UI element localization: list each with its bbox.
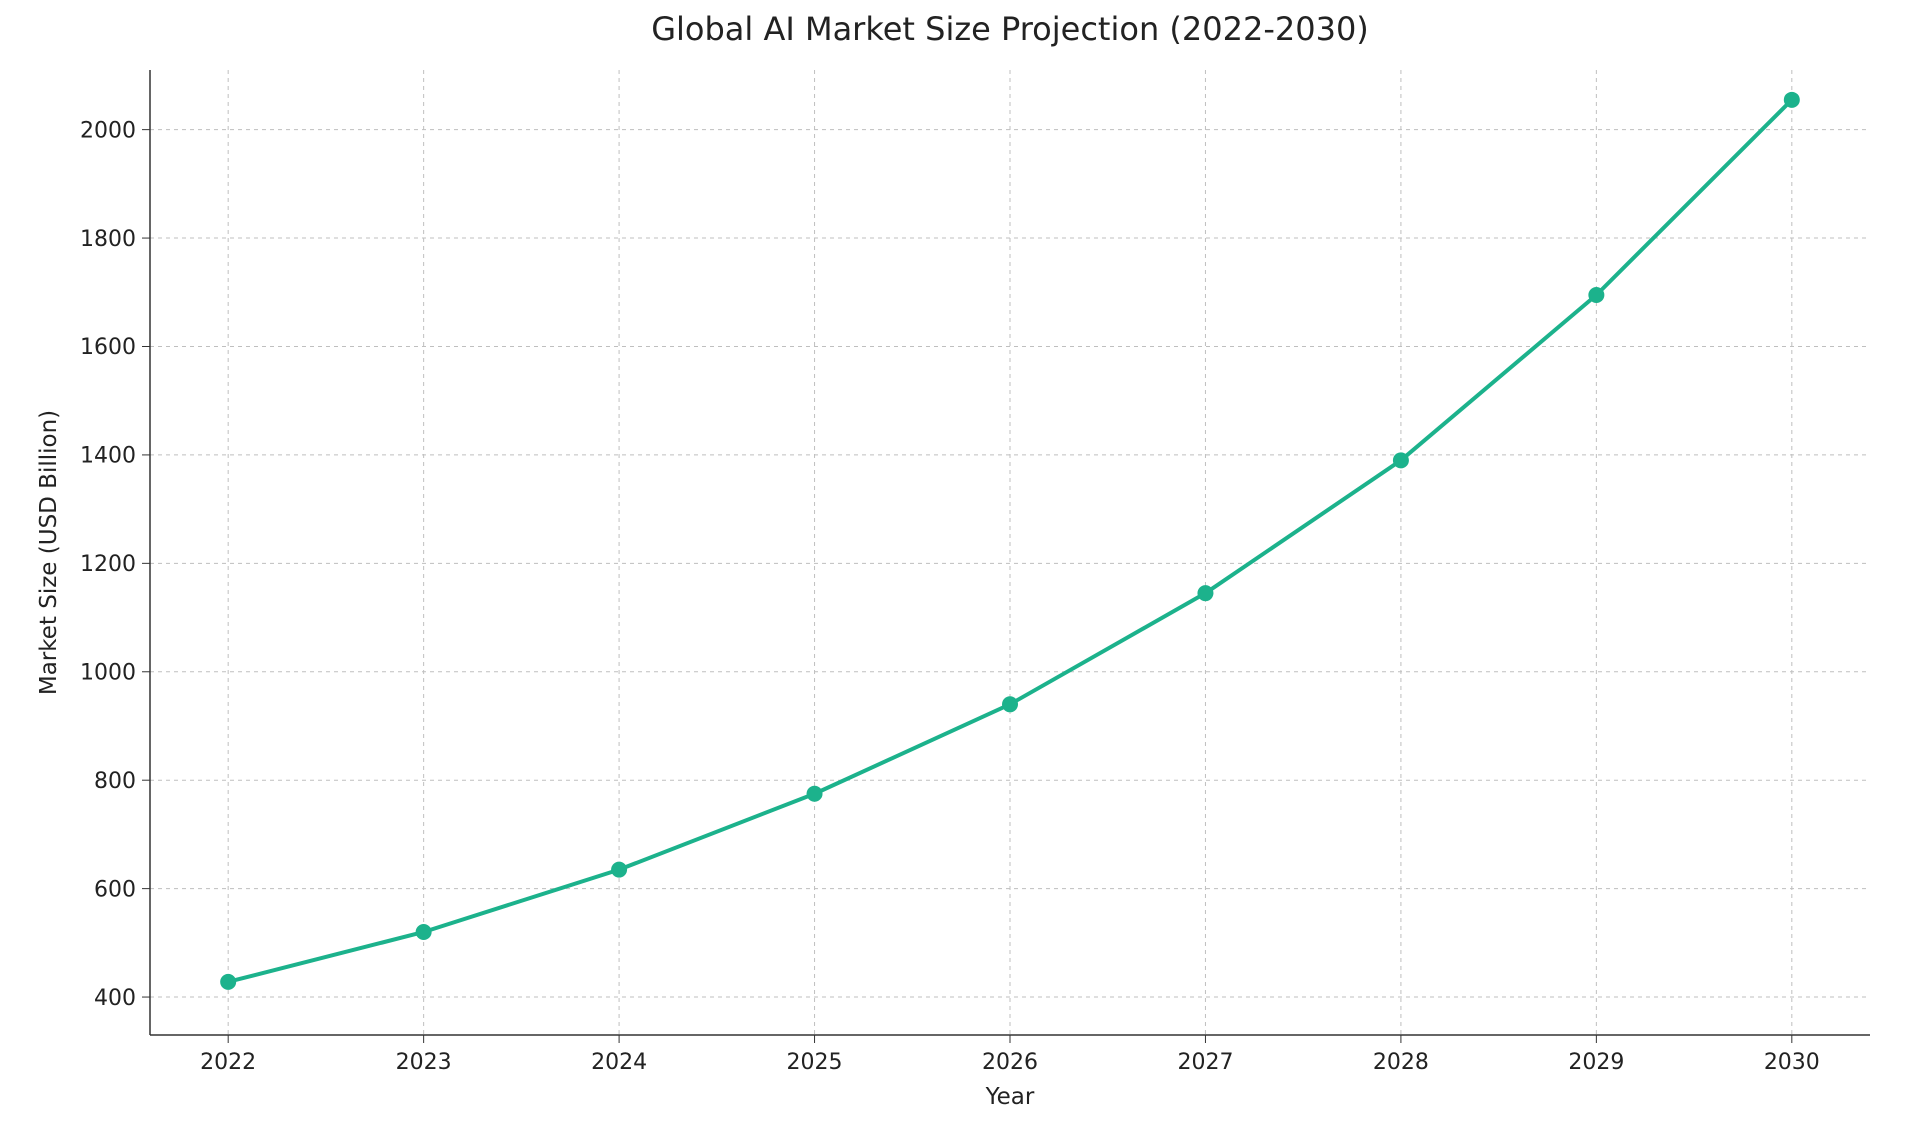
x-tick-label: 2027 [1177,1050,1233,1075]
y-tick-label: 1200 [80,552,136,577]
chart-background [0,0,1920,1132]
data-marker [1002,696,1018,712]
y-axis-label: Market Size (USD Billion) [36,410,62,695]
x-tick-label: 2026 [982,1050,1038,1075]
y-tick-label: 600 [94,877,136,902]
y-tick-label: 1400 [80,444,136,469]
x-tick-label: 2022 [200,1050,256,1075]
chart-title: Global AI Market Size Projection (2022-2… [651,10,1369,48]
y-tick-label: 1800 [80,227,136,252]
x-tick-label: 2029 [1568,1050,1624,1075]
data-marker [1784,92,1800,108]
y-tick-label: 2000 [80,118,136,143]
y-tick-label: 1600 [80,335,136,360]
data-marker [611,862,627,878]
data-marker [807,786,823,802]
y-tick-label: 1000 [80,660,136,685]
data-marker [1393,452,1409,468]
data-marker [1197,585,1213,601]
x-tick-label: 2023 [396,1050,452,1075]
y-tick-label: 400 [94,986,136,1011]
data-marker [416,924,432,940]
x-axis-label: Year [985,1084,1035,1110]
x-tick-label: 2030 [1764,1050,1820,1075]
chart-container: 2022 2023 2024 2025 2026 2027 2028 2029 2030 400 6… [0,0,1920,1132]
x-tick-label: 2024 [591,1050,647,1075]
data-marker [220,974,236,990]
x-tick-label: 2025 [787,1050,843,1075]
line-chart: 2022 2023 2024 2025 2026 2027 2028 2029 2030 400 6… [0,0,1920,1132]
y-tick-label: 800 [94,769,136,794]
data-marker [1588,287,1604,303]
x-tick-label: 2028 [1373,1050,1429,1075]
